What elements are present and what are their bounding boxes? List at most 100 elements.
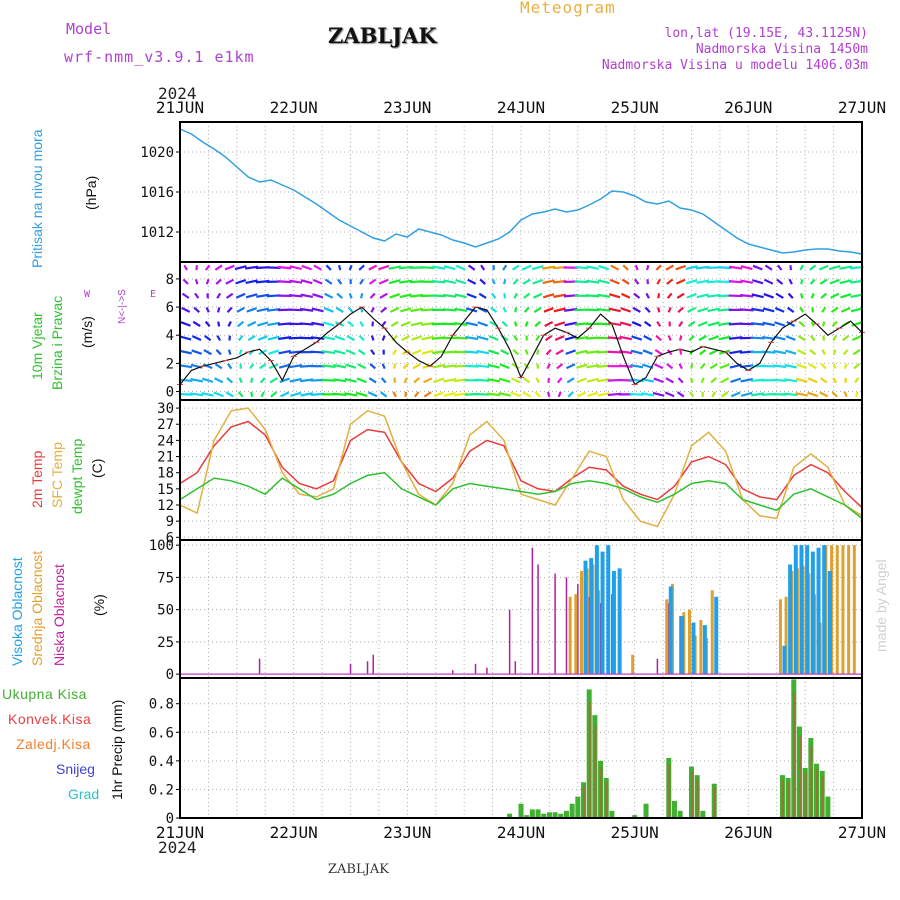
wind-arrow [245, 293, 258, 299]
wind-arrow [203, 349, 212, 356]
wind-arrow [700, 377, 705, 384]
wind-arrow [259, 363, 267, 370]
wind-arrow [542, 293, 555, 299]
wind-arrow [412, 363, 421, 370]
wind-arrow [730, 391, 741, 398]
wind-arrow [453, 336, 468, 340]
wind-arrow [360, 293, 364, 299]
wind-arrow [631, 321, 642, 327]
wind-arrow [586, 265, 599, 270]
wind-arrow [678, 335, 683, 341]
wind-arrow [739, 293, 754, 298]
precip-bar [507, 813, 513, 818]
wind-arrow [762, 321, 775, 327]
wind-arrow [850, 307, 863, 313]
wind-arrow [289, 265, 302, 270]
y-tick-label: 12 [157, 498, 174, 514]
wind-arrow [545, 349, 552, 356]
cloud-bar [852, 545, 856, 675]
wind-arrow [586, 364, 600, 369]
wind-arrow [189, 392, 204, 397]
cloud-bar [366, 661, 369, 675]
wind-arrow [213, 391, 224, 398]
wind-arrow [432, 350, 446, 355]
wind-arrow [532, 278, 544, 285]
wind-arrow [641, 392, 655, 397]
wind-arrow [257, 321, 269, 327]
footer-station: ZABLJAK [328, 862, 389, 877]
wind-arrow [502, 278, 507, 285]
y-tick-label: 6 [166, 530, 174, 546]
wind-arrow [279, 377, 290, 384]
wind-arrow [423, 377, 433, 384]
wind-arrow [565, 349, 576, 355]
wind-arrow [667, 307, 672, 313]
wind-arrow [411, 349, 422, 356]
wind-arrow [475, 378, 490, 382]
wind-arrow [332, 392, 347, 396]
wind-arrow [740, 378, 754, 383]
cloud-bar [531, 547, 534, 675]
wind-arrow [843, 391, 848, 398]
y-tick-label: 27 [157, 417, 174, 433]
wind-arrow [532, 292, 543, 299]
y-tick-label: 24 [157, 433, 174, 449]
wind-arrow [751, 293, 764, 299]
precip-bar [546, 812, 552, 818]
wind-arrow [214, 363, 223, 370]
wind-arrow [334, 335, 346, 341]
temperature-series-line [179, 420, 863, 509]
wind-arrow [480, 264, 486, 271]
cloud-bar [574, 594, 578, 675]
wind-arrow [785, 335, 796, 341]
cloud-bar [372, 654, 374, 675]
wind-arrow [657, 307, 661, 313]
wind-arrow [390, 320, 399, 328]
wind-arrow [619, 335, 633, 341]
wind-arrow [787, 292, 794, 299]
wind-arrow [347, 320, 355, 328]
wind-arrow [201, 391, 214, 397]
wind-arrow [631, 335, 643, 341]
wind-arrow [828, 265, 841, 271]
wind-arrow [547, 377, 551, 383]
wind-arrow [643, 320, 652, 328]
precip-bar [671, 800, 677, 818]
cloud-bar [617, 568, 622, 675]
y-tick-label: 0 [166, 385, 174, 401]
precip-bar [558, 813, 564, 818]
wind-arrow [522, 391, 531, 398]
wind-arrow [728, 280, 743, 284]
wind-arrow [402, 363, 409, 370]
wind-arrow [698, 335, 707, 342]
x-tick-top: 23JUN [383, 98, 431, 117]
wind-arrow [632, 306, 641, 313]
wind-arrow [322, 350, 336, 355]
cloud-bar [508, 609, 511, 675]
wind-arrow [556, 377, 563, 384]
wind-arrow [380, 377, 387, 384]
wind-arrow [181, 306, 191, 313]
wind-arrow [851, 321, 863, 327]
wind-arrow [514, 307, 518, 313]
wind-arrow [719, 363, 730, 370]
wind-arrow [310, 336, 325, 340]
wind-arrow [215, 349, 222, 356]
model-elevation-label: Nadmorska Visina u modelu 1406.03m [601, 58, 868, 73]
wind-arrow [574, 265, 589, 270]
wind-arrow [764, 278, 774, 285]
wind-arrow [344, 392, 358, 397]
wind-arrow [831, 320, 838, 328]
wind-arrow [597, 279, 610, 285]
wind-arrow [697, 321, 708, 327]
wind-arrow [854, 391, 859, 398]
wind-arrow [278, 363, 291, 369]
wind-arrow [784, 378, 798, 383]
x-tick-bottom: 27JUN [838, 823, 886, 842]
wind-arrow [810, 292, 815, 299]
wind-arrow [410, 307, 424, 313]
wind-arrow [336, 292, 343, 299]
cloud-bar [782, 645, 787, 675]
precip-bar [575, 796, 581, 818]
